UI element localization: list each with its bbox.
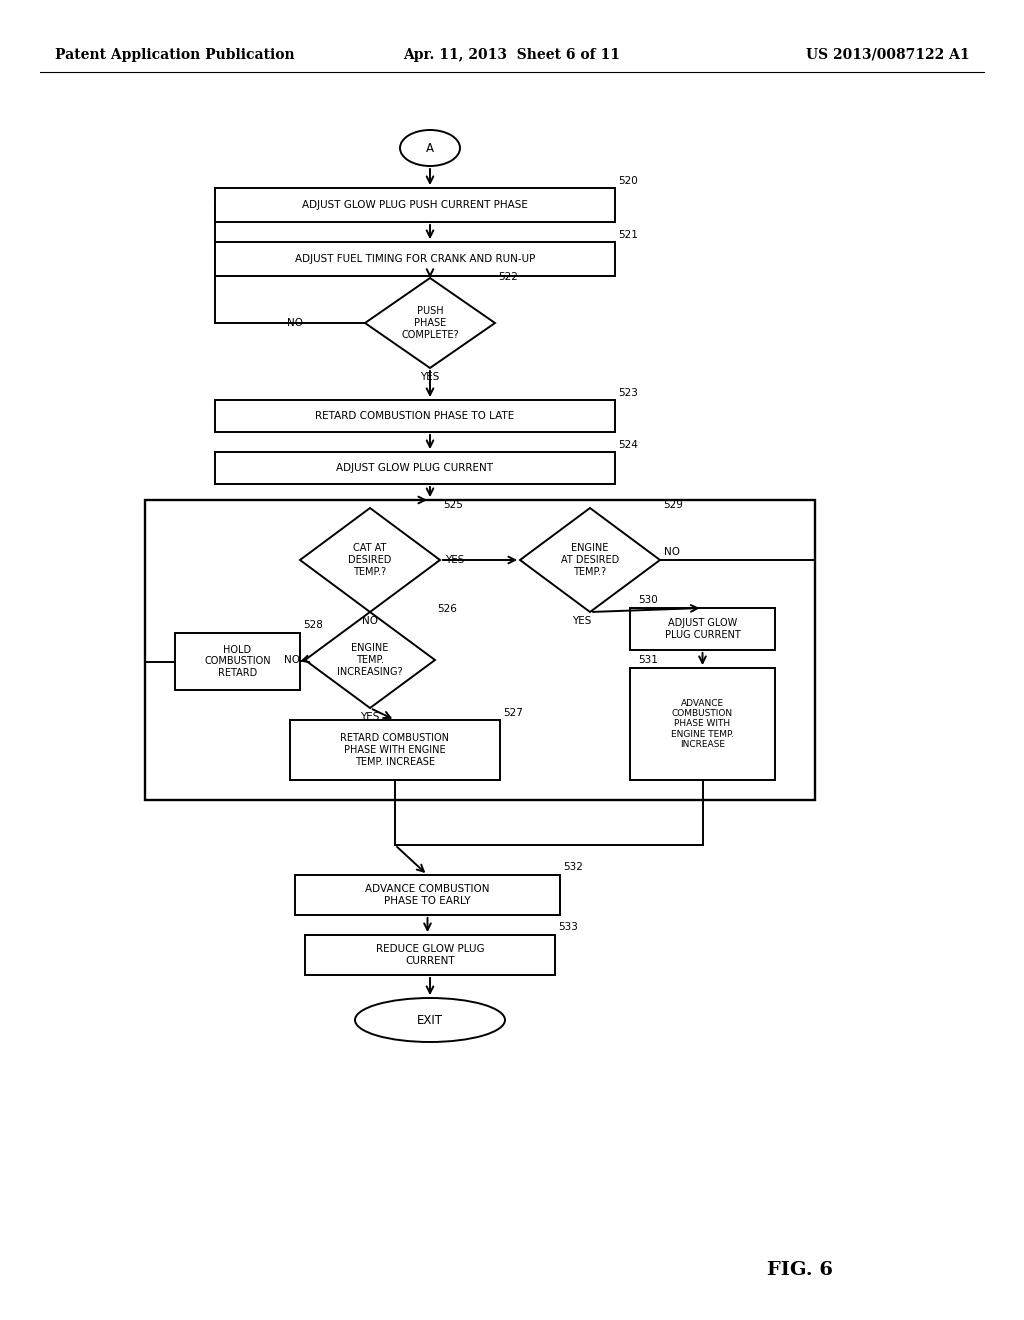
Text: RETARD COMBUSTION
PHASE WITH ENGINE
TEMP. INCREASE: RETARD COMBUSTION PHASE WITH ENGINE TEMP… (341, 734, 450, 767)
Text: 525: 525 (443, 500, 463, 510)
Text: YES: YES (572, 616, 592, 626)
Text: ADVANCE
COMBUSTION
PHASE WITH
ENGINE TEMP.
INCREASE: ADVANCE COMBUSTION PHASE WITH ENGINE TEM… (671, 698, 734, 750)
Ellipse shape (355, 998, 505, 1041)
Text: 520: 520 (618, 176, 638, 186)
Text: Apr. 11, 2013  Sheet 6 of 11: Apr. 11, 2013 Sheet 6 of 11 (403, 48, 621, 62)
FancyBboxPatch shape (630, 668, 775, 780)
Text: YES: YES (360, 711, 380, 722)
Text: ADVANCE COMBUSTION
PHASE TO EARLY: ADVANCE COMBUSTION PHASE TO EARLY (366, 884, 489, 906)
Text: HOLD
COMBUSTION
RETARD: HOLD COMBUSTION RETARD (204, 645, 270, 678)
Text: ENGINE
AT DESIRED
TEMP.?: ENGINE AT DESIRED TEMP.? (561, 544, 620, 577)
FancyBboxPatch shape (630, 609, 775, 649)
Text: YES: YES (445, 554, 464, 565)
FancyBboxPatch shape (215, 451, 615, 484)
FancyBboxPatch shape (215, 242, 615, 276)
Text: 528: 528 (303, 620, 323, 630)
Text: YES: YES (420, 372, 439, 381)
Polygon shape (305, 612, 435, 708)
Text: 530: 530 (638, 595, 657, 605)
FancyBboxPatch shape (215, 187, 615, 222)
Text: CAT AT
DESIRED
TEMP.?: CAT AT DESIRED TEMP.? (348, 544, 392, 577)
Text: ADJUST GLOW
PLUG CURRENT: ADJUST GLOW PLUG CURRENT (665, 618, 740, 640)
Text: FIG. 6: FIG. 6 (767, 1261, 833, 1279)
Polygon shape (365, 279, 495, 368)
Text: 523: 523 (618, 388, 638, 399)
Text: ENGINE
TEMP.
INCREASING?: ENGINE TEMP. INCREASING? (337, 643, 402, 677)
Text: 531: 531 (638, 655, 657, 665)
Text: 529: 529 (663, 500, 683, 510)
Text: 524: 524 (618, 440, 638, 450)
Text: NO: NO (664, 546, 680, 557)
Text: 521: 521 (618, 230, 638, 240)
Text: Patent Application Publication: Patent Application Publication (55, 48, 295, 62)
Polygon shape (520, 508, 660, 612)
Text: EXIT: EXIT (417, 1014, 443, 1027)
Polygon shape (300, 508, 440, 612)
Text: ADJUST GLOW PLUG CURRENT: ADJUST GLOW PLUG CURRENT (337, 463, 494, 473)
Text: PUSH
PHASE
COMPLETE?: PUSH PHASE COMPLETE? (401, 306, 459, 339)
Text: US 2013/0087122 A1: US 2013/0087122 A1 (806, 48, 970, 62)
Text: 527: 527 (503, 708, 523, 718)
Text: A: A (426, 141, 434, 154)
Text: NO: NO (287, 318, 303, 327)
Text: 526: 526 (437, 605, 457, 614)
FancyBboxPatch shape (295, 875, 560, 915)
Text: NO: NO (284, 655, 300, 665)
Text: RETARD COMBUSTION PHASE TO LATE: RETARD COMBUSTION PHASE TO LATE (315, 411, 515, 421)
FancyBboxPatch shape (290, 719, 500, 780)
Text: ADJUST FUEL TIMING FOR CRANK AND RUN-UP: ADJUST FUEL TIMING FOR CRANK AND RUN-UP (295, 253, 536, 264)
Text: 533: 533 (558, 921, 578, 932)
Text: NO: NO (362, 616, 378, 626)
FancyBboxPatch shape (215, 400, 615, 432)
FancyBboxPatch shape (175, 634, 300, 690)
Text: 532: 532 (563, 862, 583, 873)
Text: REDUCE GLOW PLUG
CURRENT: REDUCE GLOW PLUG CURRENT (376, 944, 484, 966)
FancyBboxPatch shape (145, 500, 815, 800)
FancyBboxPatch shape (305, 935, 555, 975)
Ellipse shape (400, 129, 460, 166)
Text: ADJUST GLOW PLUG PUSH CURRENT PHASE: ADJUST GLOW PLUG PUSH CURRENT PHASE (302, 201, 528, 210)
Text: 522: 522 (498, 272, 518, 282)
